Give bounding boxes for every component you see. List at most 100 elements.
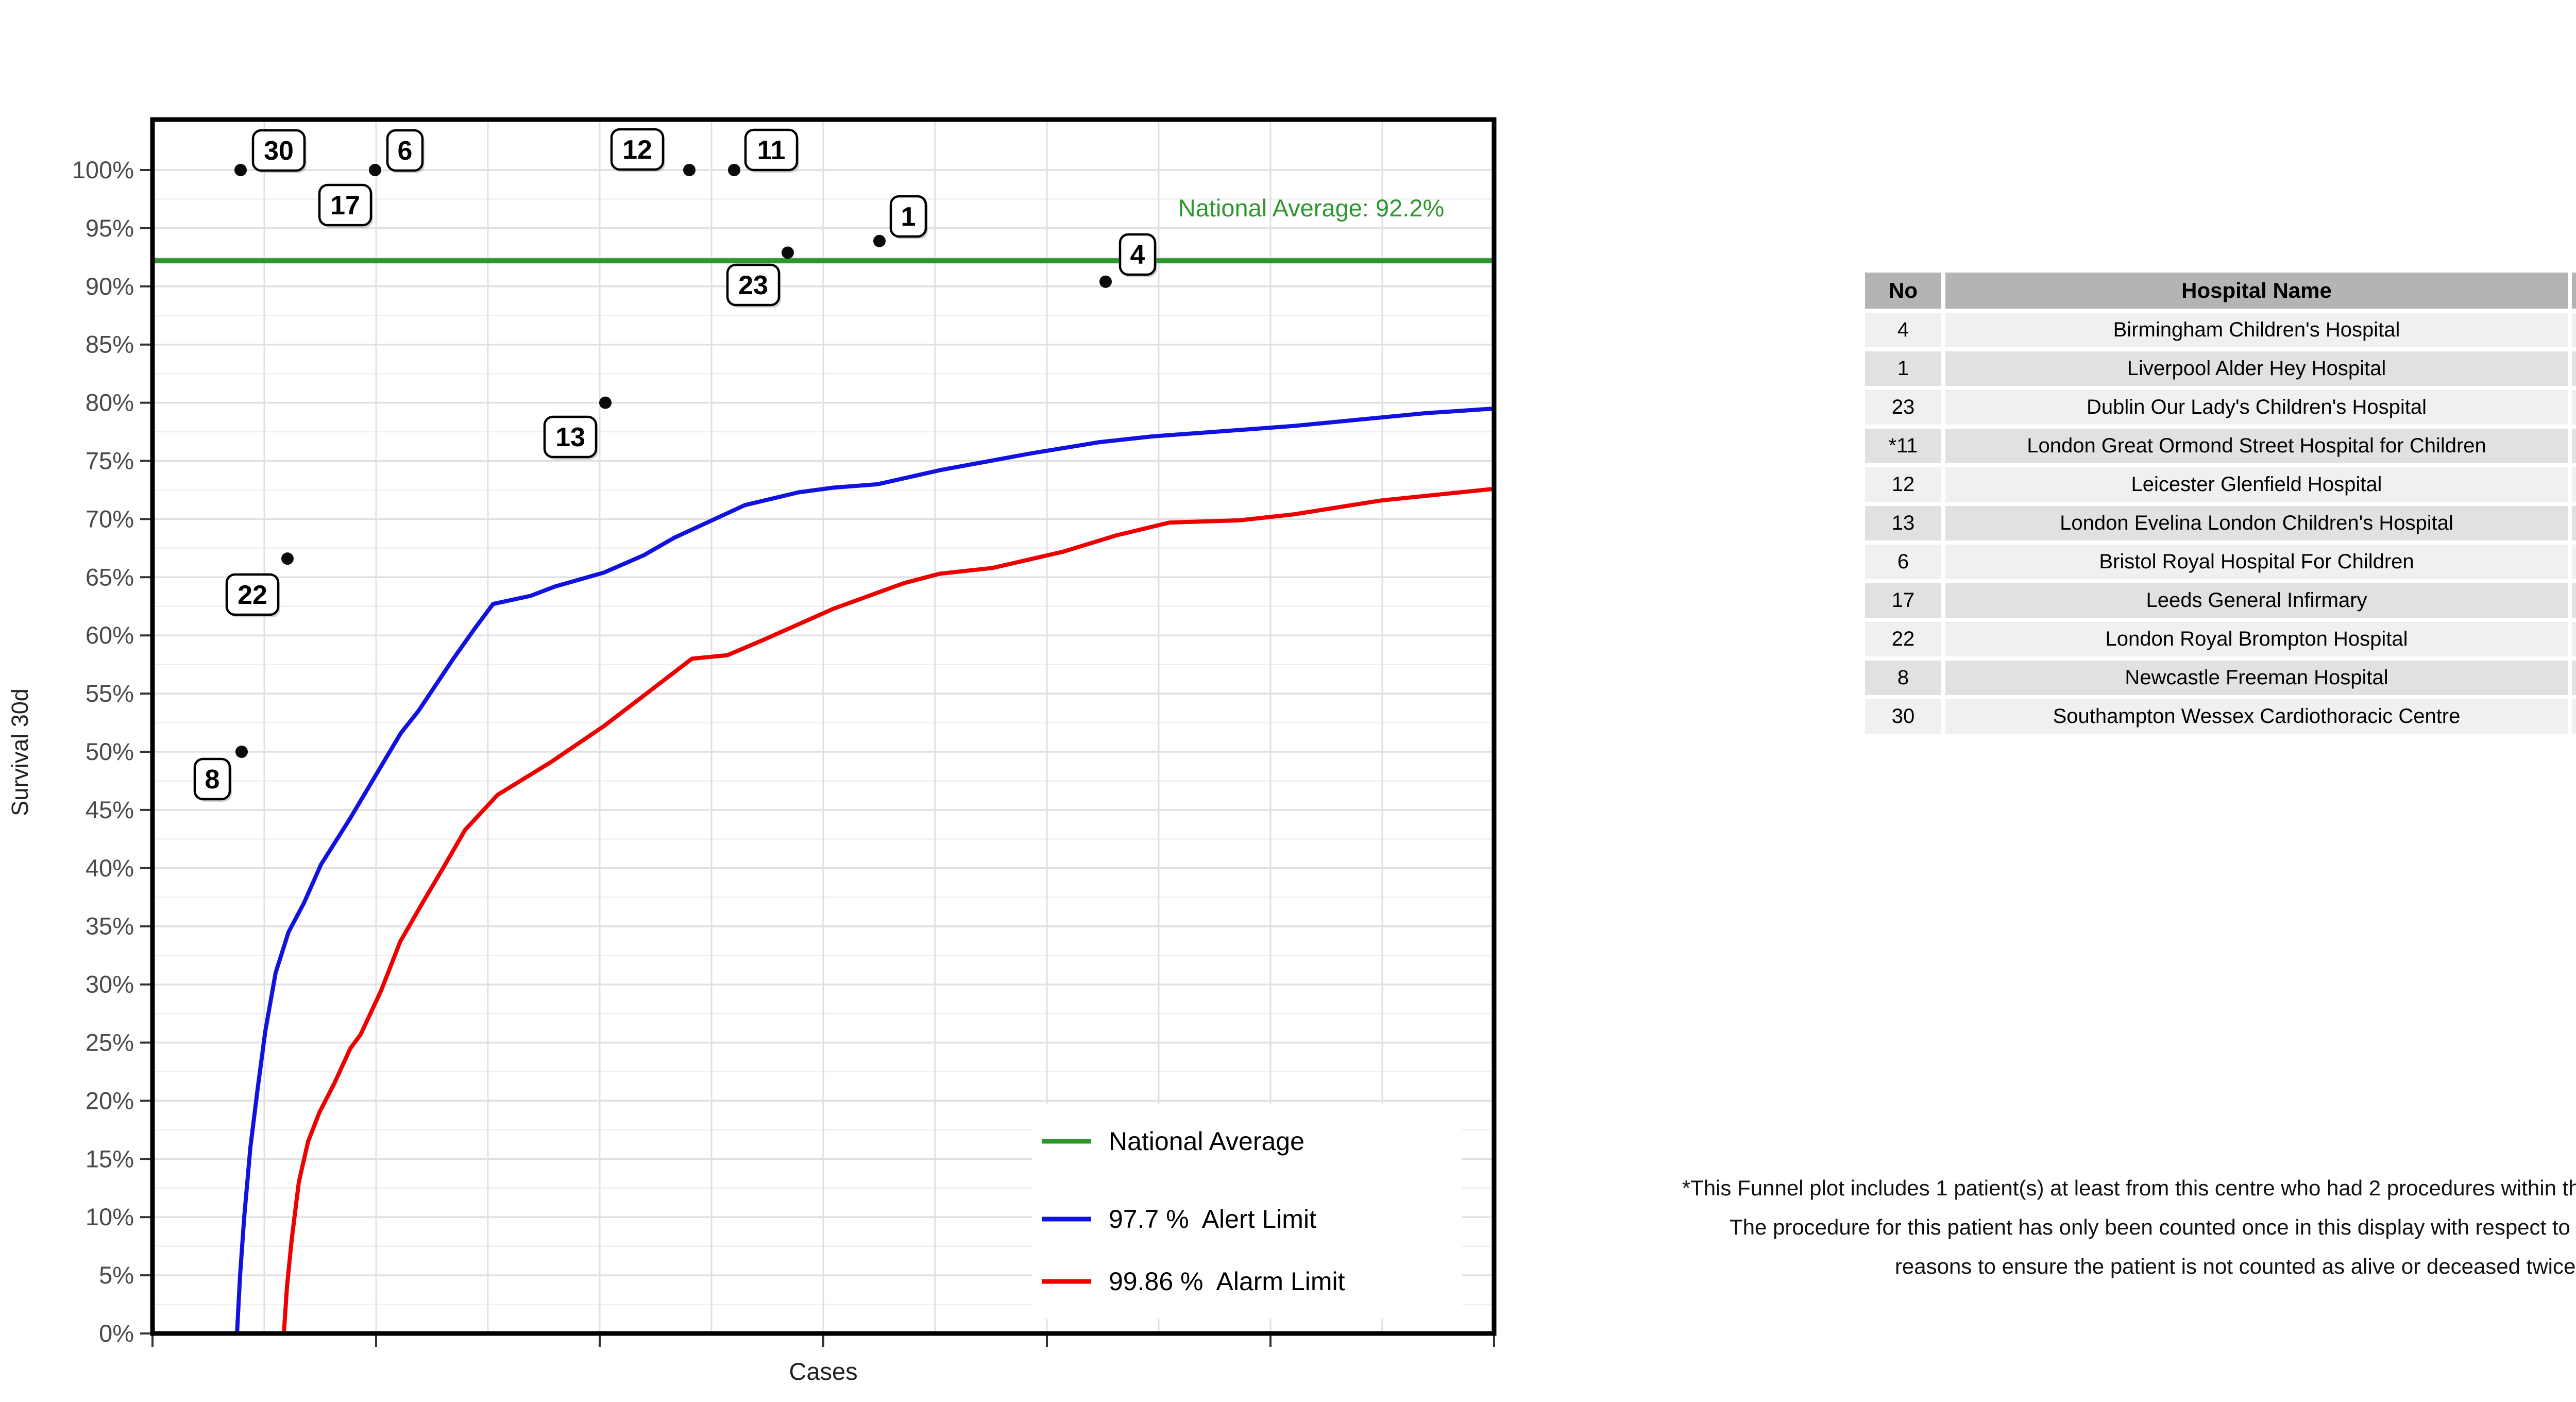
cell-no: 8 — [1865, 661, 1941, 695]
cell-hospital-name: London Great Ormond Street Hospital for … — [1945, 429, 2568, 463]
label-text: 11 — [757, 136, 786, 165]
label-text: 6 — [398, 136, 413, 166]
cell-no: 6 — [1865, 545, 1941, 579]
legend-item-alert-limit: 97.7 % Alert Limit — [1042, 1205, 1316, 1234]
hospital-label-30[interactable]: 30 — [251, 129, 307, 173]
y-tick-label: 5% — [99, 1261, 134, 1289]
cell-no: 13 — [1865, 506, 1941, 540]
cell-survival: 67% — [2572, 622, 2576, 656]
y-tick-label: 60% — [86, 621, 134, 649]
y-tick-label: 30% — [86, 971, 134, 998]
y-tick-label: 75% — [86, 447, 134, 475]
cell-survival: 100% — [2572, 467, 2576, 502]
hospital-label-8[interactable]: 8 — [193, 757, 232, 802]
plot-border — [150, 117, 1497, 1336]
hospital-label-4[interactable]: 4 — [1118, 233, 1157, 277]
cell-no: 17 — [1865, 583, 1941, 618]
label-box — [744, 128, 799, 172]
hospital-point-12[interactable] — [683, 164, 696, 176]
cell-no: 1 — [1865, 351, 1941, 386]
cell-hospital-name: Leeds General Infirmary — [1945, 583, 2568, 618]
label-box — [1118, 233, 1157, 276]
hospital-point-30[interactable] — [234, 164, 247, 176]
table-row: 13 London Evelina London Children's Hospi… — [1865, 506, 2576, 540]
x-axis-label: Cases — [789, 1358, 857, 1385]
y-tick-label: 25% — [86, 1029, 134, 1056]
legend-label-alarm-limit: 99.86 % Alarm Limit — [1109, 1267, 1345, 1296]
table-header-survival: Survival 30d — [2572, 273, 2576, 309]
label-box — [726, 263, 781, 307]
cell-no: 4 — [1865, 313, 1941, 347]
y-tick-label: 15% — [86, 1145, 134, 1172]
y-tick-label: 35% — [86, 913, 134, 940]
hospital-point-23[interactable] — [782, 246, 794, 259]
label-box — [318, 183, 372, 227]
hospital-point-4[interactable] — [1099, 275, 1112, 288]
label-text: 12 — [622, 135, 652, 165]
hospital-label-22[interactable]: 22 — [225, 573, 280, 617]
y-tick-label: 50% — [86, 738, 134, 765]
table-header-row: No Hospital Name Survival 30d — [1865, 273, 2576, 309]
cell-survival: 93% — [2572, 390, 2576, 425]
table-row: 30 Southampton Wessex Cardiothoracic Cent… — [1865, 699, 2576, 734]
hospital-label-1[interactable]: 1 — [889, 195, 928, 239]
hospital-point-6[interactable] — [369, 164, 381, 176]
hospital-label-11[interactable]: 11 — [744, 128, 799, 173]
cell-survival: 50% — [2572, 661, 2576, 695]
hospital-point-8[interactable] — [235, 746, 248, 758]
alarm-limit-curve — [282, 486, 1496, 1336]
label-text: 30 — [264, 136, 294, 166]
table-header-name: Hospital Name — [1945, 273, 2568, 309]
cell-survival: 90% — [2572, 313, 2576, 347]
y-tick-label: 90% — [86, 273, 134, 300]
hospital-table: No Hospital Name Survival 30d 4Birmingha… — [1861, 268, 2576, 738]
alert-limit-curve — [235, 406, 1496, 1336]
cell-survival: 80% — [2572, 506, 2576, 540]
hospital-point-13[interactable] — [599, 396, 612, 409]
hospital-label-17[interactable]: 17 — [318, 183, 373, 228]
label-box — [251, 129, 306, 172]
footnote-line2: The procedure for this patient has only … — [1729, 1215, 2576, 1239]
label-text: 23 — [738, 271, 768, 300]
legend-background — [1032, 1104, 1462, 1319]
hospital-label-13[interactable]: 13 — [543, 415, 598, 460]
cell-hospital-name: London Evelina London Children's Hospita… — [1945, 506, 2568, 540]
y-tick-label: 65% — [86, 563, 134, 590]
hospital-label-23[interactable]: 23 — [726, 263, 781, 308]
cell-hospital-name: Southampton Wessex Cardiothoracic Centre — [1945, 699, 2568, 734]
hospital-point-22[interactable] — [281, 552, 294, 565]
hospital-point-11[interactable] — [728, 164, 740, 176]
y-tick-label: 100% — [72, 156, 134, 183]
y-tick-label: 0% — [99, 1320, 134, 1347]
label-text: 1 — [901, 202, 916, 232]
hospital-label-6[interactable]: 6 — [386, 129, 425, 173]
label-text: 13 — [555, 423, 585, 452]
legend-item-national-average: National Average — [1042, 1127, 1304, 1156]
legend-label-alert-limit: 97.7 % Alert Limit — [1109, 1205, 1316, 1234]
cell-hospital-name: Dublin Our Lady's Children's Hospital — [1945, 390, 2568, 425]
cell-survival: 100% — [2572, 429, 2576, 463]
cell-survival: 100% — [2572, 583, 2576, 618]
y-tick-label: 95% — [86, 214, 134, 242]
cell-hospital-name: Newcastle Freeman Hospital — [1945, 661, 2568, 695]
y-tick-label: 10% — [86, 1203, 134, 1230]
hospital-label-12[interactable]: 12 — [610, 128, 665, 172]
y-tick-label: 40% — [86, 854, 134, 882]
table-header-no: No — [1865, 273, 1941, 309]
y-tick-label: 80% — [86, 389, 134, 416]
cell-no: *11 — [1865, 429, 1941, 463]
label-text: 4 — [1130, 240, 1145, 270]
label-box — [543, 415, 598, 459]
label-box — [889, 195, 927, 238]
cell-no: 23 — [1865, 390, 1941, 425]
cell-no: 30 — [1865, 699, 1941, 734]
hospital-point-1[interactable] — [873, 234, 886, 247]
